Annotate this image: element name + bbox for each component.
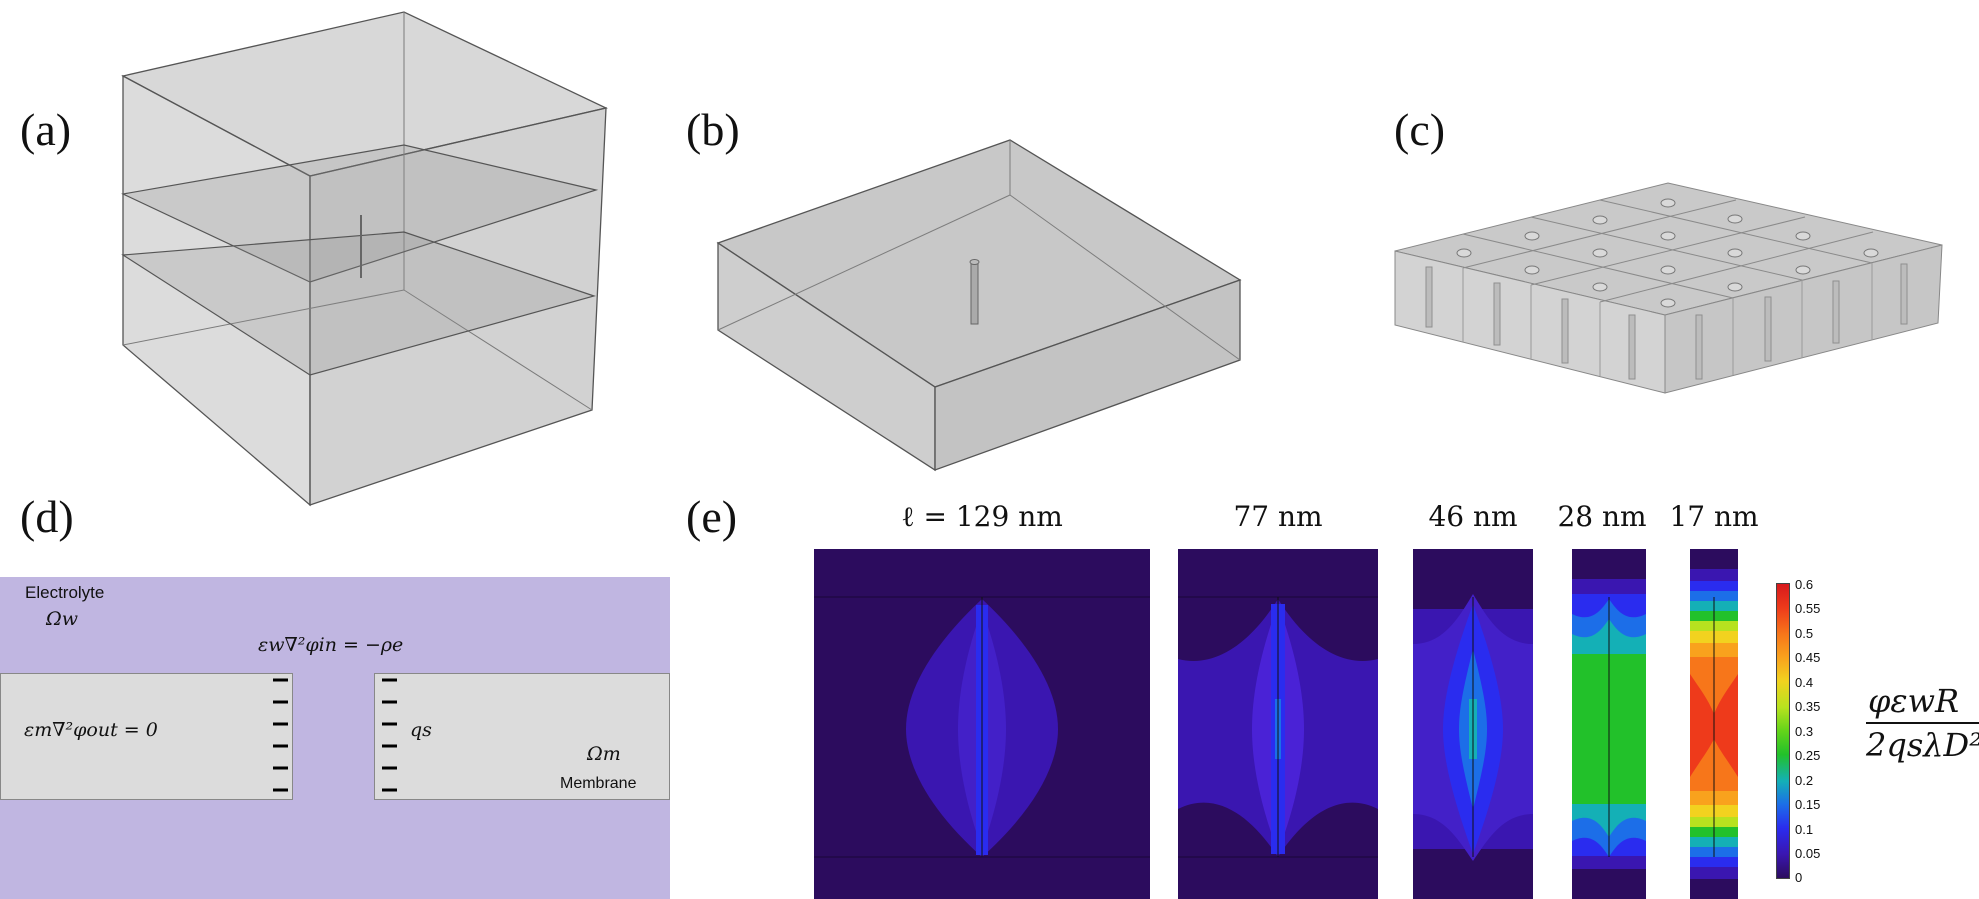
length-label-46: 46 nm (1428, 500, 1518, 533)
geometry-a-figure (121, 11, 608, 507)
surface-charge-label: qs (410, 719, 432, 741)
panel-label-a: (a) (20, 104, 72, 155)
potential-map-46nm (1413, 549, 1533, 899)
colorbar-tick-label: 0.2 (1795, 773, 1814, 788)
colorbar-tick-label: 0.05 (1795, 846, 1821, 861)
potential-map-17nm (1690, 549, 1738, 899)
colorbar-tick-label: 0.55 (1795, 601, 1821, 616)
geometry-b-figure (716, 139, 1242, 472)
colorbar-tick-label: 0.25 (1795, 748, 1821, 763)
equation-outside: εm∇²φout = 0 (24, 719, 158, 741)
omega-w-label: Ωw (46, 608, 79, 630)
panel-label-e: (e) (686, 491, 738, 542)
length-label-129: ℓ = 129 nm (901, 500, 1063, 533)
length-label-17: 17 nm (1669, 500, 1759, 533)
potential-map-28nm (1572, 549, 1646, 899)
colorbar-tick-label: 0.35 (1795, 699, 1821, 714)
colorbar (1776, 583, 1790, 879)
colorbar-tick-label: 0.1 (1795, 822, 1814, 837)
equation-inside: εw∇²φin = −ρe (258, 634, 404, 656)
potential-map-77nm (1178, 549, 1378, 899)
panel-label-c: (c) (1394, 104, 1446, 155)
colorbar-tick-label: 0.5 (1795, 626, 1814, 641)
panel-label-d: (d) (20, 491, 74, 542)
colorbar-tick-label: 0.45 (1795, 650, 1821, 665)
length-label-77: 77 nm (1233, 500, 1323, 533)
colorbar-quantity-numerator: φεwR (1868, 682, 1960, 720)
length-label-28: 28 nm (1557, 500, 1647, 533)
electrolyte-label: Electrolyte (25, 583, 105, 602)
potential-map-129nm (814, 549, 1150, 899)
colorbar-quantity-denominator: 2qsλD² (1866, 726, 1979, 764)
colorbar-tick-label: 0 (1795, 870, 1803, 885)
panel-label-b: (b) (686, 104, 740, 155)
omega-m-label: Ωm (587, 743, 621, 765)
colorbar-tick-label: 0.15 (1795, 797, 1821, 812)
membrane-left (0, 673, 293, 800)
colorbar-tick-label: 0.3 (1795, 724, 1814, 739)
geometry-c-figure (1394, 182, 1943, 394)
fraction-bar (1866, 722, 1979, 724)
membrane-right (374, 673, 670, 800)
membrane-label: Membrane (560, 775, 637, 792)
colorbar-tick-label: 0.6 (1795, 577, 1814, 592)
surface-charge-marks (273, 678, 397, 792)
colorbar-tick-label: 0.4 (1795, 675, 1814, 690)
